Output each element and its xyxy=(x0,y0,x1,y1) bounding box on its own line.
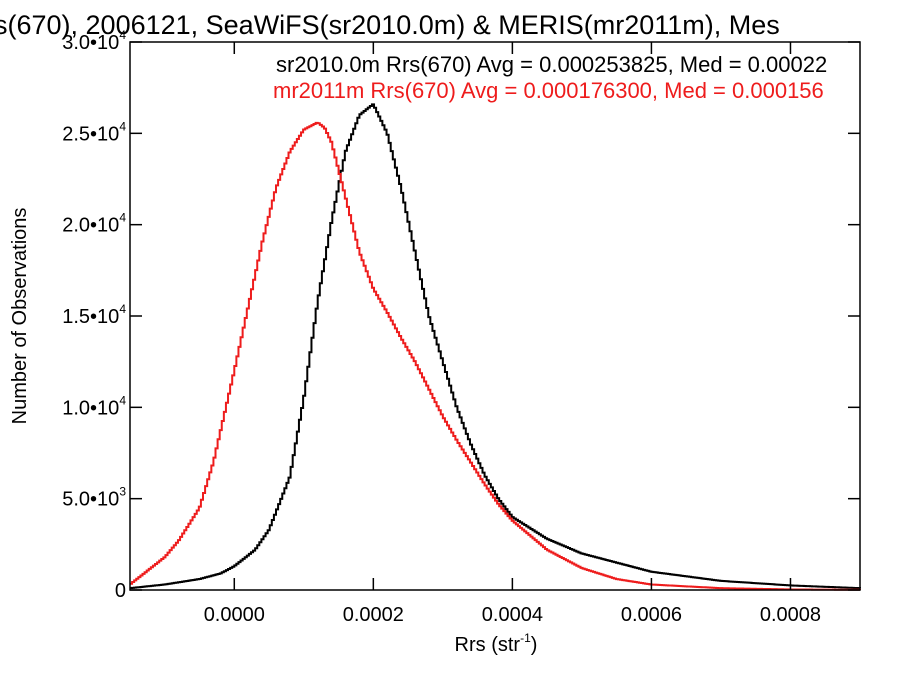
y-tick-label: 3.0•104 xyxy=(62,28,126,54)
y-tick-label: 2.5•104 xyxy=(62,119,126,145)
x-axis-label: Rrs (str-1) xyxy=(455,631,538,656)
series-line-sr2010-0m xyxy=(130,103,861,590)
x-axis-label-exponent: -1 xyxy=(520,631,531,645)
x-tick-label: 0.0004 xyxy=(482,604,543,626)
y-tick-mantissa: 2.5•10 xyxy=(62,123,119,145)
y-tick-label: 1.0•104 xyxy=(62,393,126,419)
y-tick-label: 1.5•104 xyxy=(62,302,126,328)
y-tick-mantissa: 1.0•10 xyxy=(62,397,119,419)
y-tick-mantissa: 1.5•10 xyxy=(62,306,119,328)
plot-area xyxy=(130,103,861,591)
x-tick-label: 0.0002 xyxy=(343,604,404,626)
y-tick-exponent: 4 xyxy=(119,119,126,133)
y-tick-exponent: 4 xyxy=(119,28,126,42)
y-tick-label: 0 xyxy=(115,580,126,602)
legend-entry-mr2011: mr2011m Rrs(670) Avg = 0.000176300, Med … xyxy=(273,78,824,103)
axes: 0.0000 0.0002 0.0004 0.0006 0.0008 0 5.0•103 1.… xyxy=(62,28,860,626)
y-tick-exponent: 3 xyxy=(119,485,126,499)
y-tick-label: 5.0•103 xyxy=(62,485,126,511)
y-tick-mantissa: 5.0•10 xyxy=(62,489,119,511)
x-tick-label: 0.0008 xyxy=(760,604,821,626)
y-tick-label: 2.0•104 xyxy=(62,211,126,237)
y-tick-mantissa: 3.0•10 xyxy=(62,32,119,54)
series-line-mr2011m xyxy=(130,121,861,591)
x-axis-label-close: ) xyxy=(531,634,538,656)
y-axis-label: Number of Observations xyxy=(9,208,31,425)
x-tick-label: 0.0000 xyxy=(204,604,265,626)
y-tick-exponent: 4 xyxy=(119,302,126,316)
y-tick-mantissa: 0 xyxy=(115,580,126,602)
y-tick-exponent: 4 xyxy=(119,393,126,407)
chart-title: s(670), 2006121, SeaWiFS(sr2010.0m) & ME… xyxy=(0,10,780,40)
x-axis-label-main: Rrs (str xyxy=(455,634,521,656)
y-tick-exponent: 4 xyxy=(119,211,126,225)
legend-entry-sr2010: sr2010.0m Rrs(670) Avg = 0.000253825, Me… xyxy=(276,52,827,77)
y-tick-mantissa: 2.0•10 xyxy=(62,215,119,237)
x-tick-label: 0.0006 xyxy=(621,604,682,626)
